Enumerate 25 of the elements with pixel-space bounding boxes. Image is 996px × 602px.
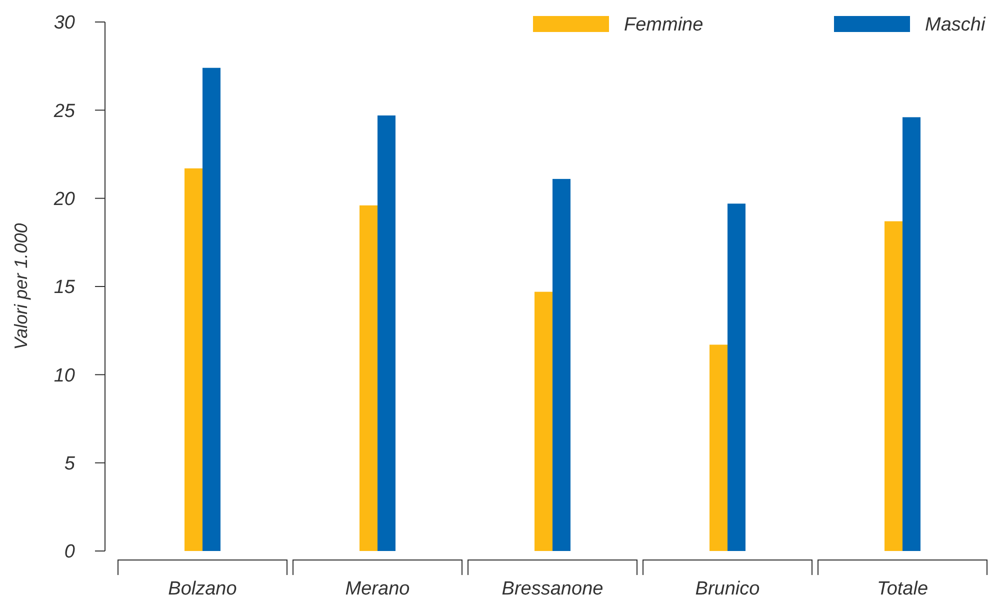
bar bbox=[728, 204, 746, 551]
legend-label: Maschi bbox=[925, 14, 986, 36]
x-tick-label: Bressanone bbox=[502, 578, 604, 600]
y-tick-label: 20 bbox=[52, 188, 76, 210]
x-tick-label: Brunico bbox=[695, 578, 760, 600]
bar bbox=[534, 292, 552, 551]
x-tick-label: Bolzano bbox=[168, 578, 237, 600]
bar bbox=[902, 117, 920, 551]
y-tick-label: 30 bbox=[54, 12, 76, 34]
y-tick-label: 10 bbox=[54, 365, 76, 386]
x-tick-label: Merano bbox=[345, 578, 410, 600]
bar bbox=[184, 168, 202, 551]
bar bbox=[552, 178, 570, 551]
bar bbox=[884, 221, 902, 551]
y-tick-label: 15 bbox=[54, 277, 76, 298]
bar bbox=[202, 68, 220, 551]
y-tick-label: 0 bbox=[64, 542, 76, 563]
bar bbox=[378, 115, 396, 551]
y-tick-label: 25 bbox=[52, 100, 76, 122]
bar bbox=[710, 344, 728, 551]
bar bbox=[360, 205, 378, 551]
legend-label: Femmine bbox=[624, 14, 704, 36]
y-tick-label: 5 bbox=[64, 453, 76, 474]
x-tick-label: Totale bbox=[876, 578, 928, 600]
y-axis-title: Valori per 1.000 bbox=[11, 223, 31, 350]
